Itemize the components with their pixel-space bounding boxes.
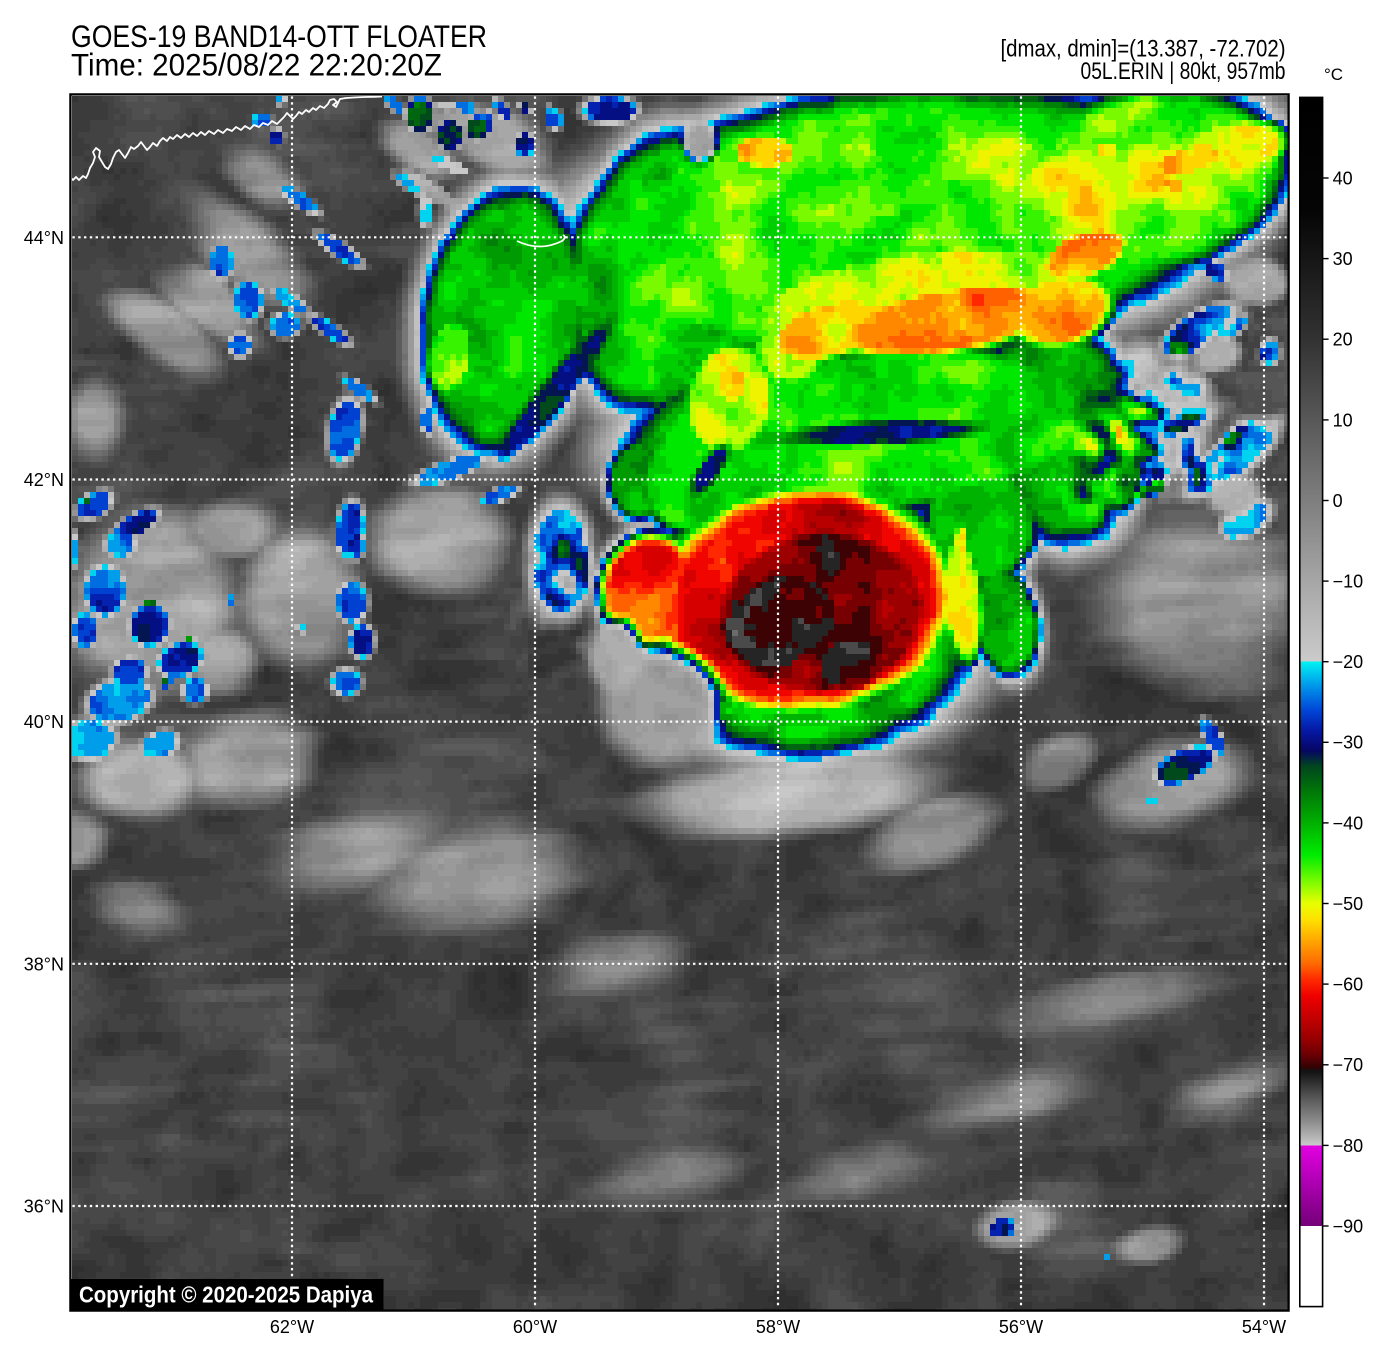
svg-text:60°W: 60°W	[513, 1317, 557, 1337]
svg-text:Copyright © 2020-2025 Dapiya: Copyright © 2020-2025 Dapiya	[79, 1282, 373, 1308]
svg-text:GOES-19 BAND14-OTT FLOATER: GOES-19 BAND14-OTT FLOATER	[71, 18, 487, 54]
svg-text:40: 40	[1333, 168, 1353, 188]
svg-text:°C: °C	[1324, 65, 1343, 84]
svg-text:54°W: 54°W	[1242, 1317, 1286, 1337]
svg-text:44°N: 44°N	[24, 228, 64, 248]
svg-text:−40: −40	[1333, 813, 1364, 833]
svg-text:−60: −60	[1333, 975, 1364, 995]
svg-text:−30: −30	[1333, 733, 1364, 753]
svg-text:58°W: 58°W	[756, 1317, 800, 1337]
svg-text:56°W: 56°W	[999, 1317, 1043, 1337]
svg-text:−50: −50	[1333, 894, 1364, 914]
svg-text:0: 0	[1333, 491, 1343, 511]
svg-text:−90: −90	[1333, 1216, 1364, 1236]
svg-text:−10: −10	[1333, 572, 1364, 592]
svg-text:10: 10	[1333, 410, 1353, 430]
svg-text:05L.ERIN | 80kt, 957mb: 05L.ERIN | 80kt, 957mb	[1081, 58, 1286, 85]
svg-text:36°N: 36°N	[24, 1197, 64, 1217]
svg-text:−80: −80	[1333, 1136, 1364, 1156]
svg-text:42°N: 42°N	[24, 470, 64, 490]
svg-text:30: 30	[1333, 249, 1353, 269]
svg-text:[dmax, dmin]=(13.387, -72.702): [dmax, dmin]=(13.387, -72.702)	[1001, 35, 1286, 62]
svg-text:62°W: 62°W	[270, 1317, 314, 1337]
svg-text:20: 20	[1333, 330, 1353, 350]
svg-text:38°N: 38°N	[24, 954, 64, 974]
svg-text:−70: −70	[1333, 1055, 1364, 1075]
svg-text:−20: −20	[1333, 652, 1364, 672]
svg-text:Time: 2025/08/22 22:20:20Z: Time: 2025/08/22 22:20:20Z	[71, 47, 442, 83]
svg-text:40°N: 40°N	[24, 712, 64, 732]
